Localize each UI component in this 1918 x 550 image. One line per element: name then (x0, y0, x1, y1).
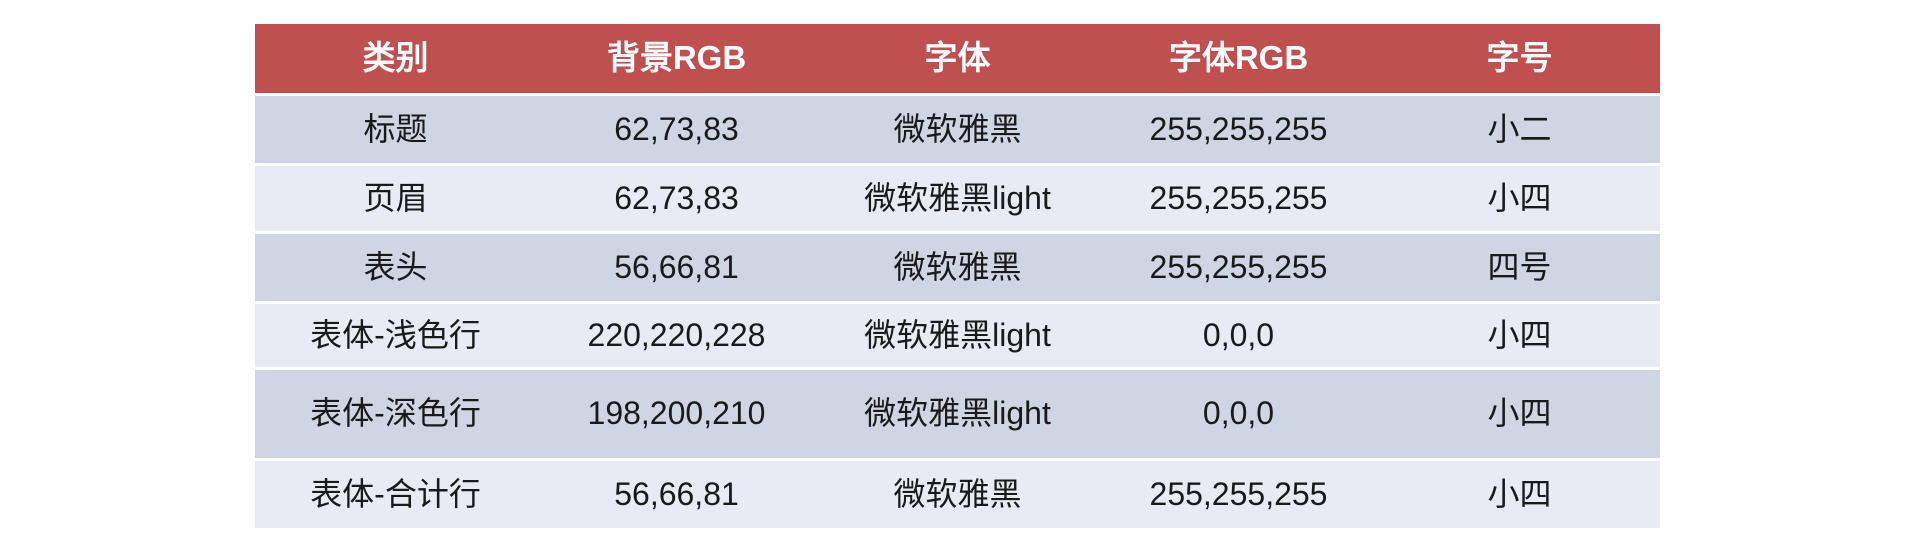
cell-font: 微软雅黑 (893, 249, 1022, 285)
cell-font-rgb: 0,0,0 (1202, 396, 1275, 432)
cell-font-size: 小四 (1487, 396, 1552, 432)
cell-font: 微软雅黑 (893, 111, 1022, 147)
cell-category: 表头 (363, 249, 428, 285)
cell-font: 微软雅黑light (864, 180, 1051, 216)
table-row-title: 标题 62,73,83 微软雅黑 255,255,255 小二 (255, 96, 1660, 163)
cell-font: 微软雅黑 (893, 476, 1022, 512)
cell-font-rgb: 255,255,255 (1149, 180, 1328, 216)
cell-font-size: 小四 (1487, 317, 1552, 353)
header-cell-font: 字体 (924, 40, 991, 77)
cell-font-size: 小二 (1487, 111, 1552, 147)
table-row-body-total: 表体-合计行 56,66,81 微软雅黑 255,255,255 小四 (255, 461, 1660, 528)
cell-font-rgb: 255,255,255 (1149, 249, 1328, 285)
cell-font: 微软雅黑light (864, 396, 1051, 432)
cell-font-size: 四号 (1487, 249, 1552, 285)
cell-category: 表体-深色行 (310, 396, 481, 432)
table-row-body-light: 表体-浅色行 220,220,228 微软雅黑light 0,0,0 小四 (255, 304, 1660, 367)
cell-font: 微软雅黑light (864, 317, 1051, 353)
table-row-page-header: 页眉 62,73,83 微软雅黑light 255,255,255 小四 (255, 166, 1660, 231)
header-cell-font-size: 字号 (1486, 40, 1553, 77)
cell-category: 表体-浅色行 (310, 317, 481, 353)
cell-bg-rgb: 62,73,83 (614, 111, 739, 147)
style-spec-table: 类别 背景RGB 字体 字体RGB 字号 标题 62,73,83 微软雅黑 25… (255, 24, 1660, 528)
cell-font-size: 小四 (1487, 180, 1552, 216)
cell-bg-rgb: 62,73,83 (614, 180, 739, 216)
table-row-body-dark: 表体-深色行 198,200,210 微软雅黑light 0,0,0 小四 (255, 370, 1660, 458)
cell-font-rgb: 255,255,255 (1149, 111, 1328, 147)
cell-category: 标题 (363, 111, 428, 147)
cell-category: 页眉 (363, 180, 428, 216)
cell-bg-rgb: 198,200,210 (587, 396, 766, 432)
cell-bg-rgb: 220,220,228 (587, 317, 766, 353)
header-cell-bg-rgb: 背景RGB (606, 40, 747, 77)
cell-bg-rgb: 56,66,81 (614, 249, 739, 285)
header-cell-category: 类别 (362, 40, 429, 77)
cell-category: 表体-合计行 (310, 476, 481, 512)
table-row-table-head: 表头 56,66,81 微软雅黑 255,255,255 四号 (255, 234, 1660, 301)
cell-font-size: 小四 (1487, 476, 1552, 512)
cell-bg-rgb: 56,66,81 (614, 476, 739, 512)
header-cell-font-rgb: 字体RGB (1168, 40, 1309, 77)
cell-font-rgb: 0,0,0 (1202, 317, 1275, 353)
cell-font-rgb: 255,255,255 (1149, 476, 1328, 512)
table-header-row: 类别 背景RGB 字体 字体RGB 字号 (255, 24, 1660, 93)
